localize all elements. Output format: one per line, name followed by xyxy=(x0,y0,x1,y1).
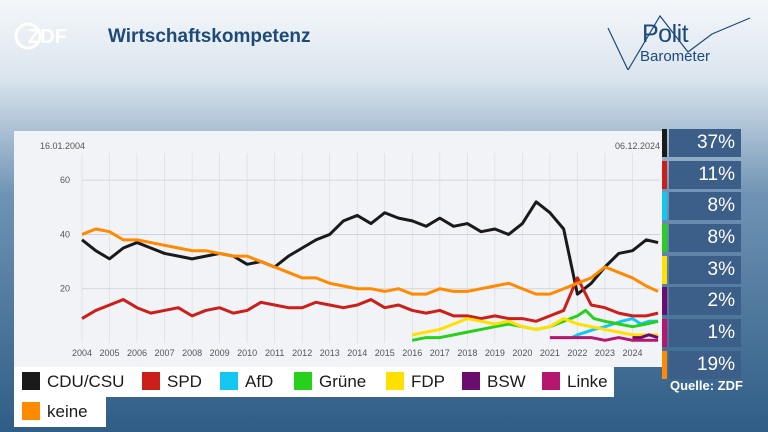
final-value-text: 19% xyxy=(669,350,741,379)
legend-label: FDP xyxy=(411,372,445,391)
y-tick-label: 60 xyxy=(60,175,70,185)
final-value-text: 37% xyxy=(669,129,741,157)
x-tick-label: 2023 xyxy=(595,348,615,358)
legend-label: Grüne xyxy=(319,372,367,391)
zdf-logo-text: ZDF xyxy=(28,26,67,48)
legend: CDU/CSU SPD AfD Grüne FDP BSW Linke xyxy=(14,367,614,397)
legend-swatch xyxy=(294,372,312,390)
politbarometer-title: Polit xyxy=(642,20,689,48)
final-value-cdu: 37% xyxy=(662,129,742,157)
final-value-text: 11% xyxy=(669,160,741,189)
source-label: Quelle: ZDF xyxy=(670,378,743,393)
final-value-swatch xyxy=(662,192,667,221)
legend-swatch xyxy=(386,372,404,390)
legend-swatch xyxy=(542,372,560,390)
final-value-swatch xyxy=(662,319,667,348)
legend-label: BSW xyxy=(487,372,526,391)
zdf-logo-ring xyxy=(14,22,42,50)
x-tick-label: 2017 xyxy=(430,348,450,358)
legend-label: Linke xyxy=(567,372,608,391)
final-value-keine: 19% xyxy=(662,350,742,379)
legend-label: SPD xyxy=(167,372,202,391)
series-line-spd xyxy=(81,276,659,323)
final-value-text: 8% xyxy=(669,224,741,253)
series-line-fdp xyxy=(411,317,659,337)
series-line-linke xyxy=(549,336,659,342)
final-value-text: 8% xyxy=(669,192,741,221)
x-tick-label: 2009 xyxy=(210,348,230,358)
legend-label: keine xyxy=(47,402,88,421)
legend-label: AfD xyxy=(245,372,274,391)
x-tick-label: 2010 xyxy=(237,348,257,358)
legend-item-gruene: Grüne xyxy=(294,372,366,392)
page-title: Wirtschaftskompetenz xyxy=(108,26,311,47)
legend-swatch xyxy=(22,402,40,420)
series-line-bsw xyxy=(632,333,659,340)
final-value-bsw: 2% xyxy=(662,287,742,316)
legend-item-keine: keine xyxy=(22,402,88,422)
final-values-panel: 37% 11% 8% 8% 3% 2% 1% 19% xyxy=(662,129,742,383)
x-tick-label: 2019 xyxy=(485,348,505,358)
date-end-label: 06.12.2024 xyxy=(615,141,660,151)
final-value-swatch xyxy=(662,129,667,157)
x-tick-label: 2018 xyxy=(457,348,477,358)
x-tick-label: 2008 xyxy=(182,348,202,358)
final-value-swatch xyxy=(662,255,667,284)
legend-swatch xyxy=(142,372,160,390)
x-tick-label: 2011 xyxy=(265,348,284,358)
y-tick-label: 40 xyxy=(60,229,70,239)
x-tick-label: 2024 xyxy=(622,348,642,358)
x-tick-label: 2012 xyxy=(292,348,312,358)
legend-item-linke: Linke xyxy=(542,372,608,392)
legend-swatch xyxy=(462,372,480,390)
x-tick-label: 2006 xyxy=(127,348,147,358)
x-tick-label: 2007 xyxy=(155,348,175,358)
x-tick-label: 2014 xyxy=(347,348,367,358)
x-tick-label: 2021 xyxy=(540,348,560,358)
politbarometer-subtitle: Barometer xyxy=(640,48,711,65)
legend-item-bsw: BSW xyxy=(462,372,526,392)
final-value-text: 3% xyxy=(669,255,741,284)
date-start-label: 16.01.2004 xyxy=(40,141,85,151)
final-value-spd: 11% xyxy=(662,160,742,189)
legend-item-spd: SPD xyxy=(142,372,202,392)
final-value-swatch xyxy=(662,224,667,253)
legend-swatch xyxy=(22,372,40,390)
x-tick-label: 2005 xyxy=(100,348,120,358)
final-value-swatch xyxy=(662,350,667,379)
y-tick-label: 20 xyxy=(60,284,70,294)
x-tick-label: 2020 xyxy=(512,348,532,358)
final-value-text: 1% xyxy=(669,319,741,348)
x-tick-label: 2015 xyxy=(375,348,395,358)
zdf-logo: ZDF xyxy=(14,22,67,50)
legend-item-afd: AfD xyxy=(220,372,273,392)
final-value-fdp: 3% xyxy=(662,255,742,284)
politbarometer-logo xyxy=(607,14,751,70)
final-value-afd: 8% xyxy=(662,192,742,221)
line-chart: 20 40 60 2004 2005 2006 2007 2008 2009 2010 2011 20… xyxy=(40,141,660,358)
legend-row-2: keine xyxy=(14,397,106,427)
series-line-cdu xyxy=(81,200,659,296)
final-value-text: 2% xyxy=(669,287,741,316)
x-tick-label: 2022 xyxy=(567,348,587,358)
legend-swatch xyxy=(220,372,238,390)
legend-item-cdu: CDU/CSU xyxy=(22,372,124,392)
x-tick-label: 2013 xyxy=(320,348,340,358)
series-line-keine xyxy=(81,227,659,296)
legend-label: CDU/CSU xyxy=(47,372,125,391)
legend-item-fdp: FDP xyxy=(386,372,445,392)
x-tick-label: 2016 xyxy=(402,348,422,358)
final-value-gruene: 8% xyxy=(662,224,742,253)
final-value-swatch xyxy=(662,287,667,316)
final-value-linke: 1% xyxy=(662,319,742,348)
x-tick-label: 2004 xyxy=(72,348,92,358)
final-value-swatch xyxy=(662,160,667,189)
